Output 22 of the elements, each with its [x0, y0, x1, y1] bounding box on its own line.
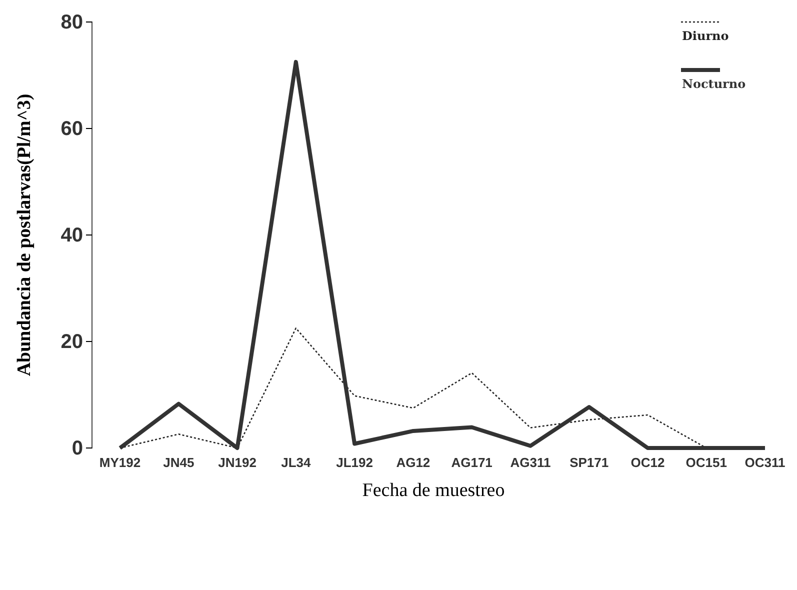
y-axis-title: Abundancia de postlarvas(Pl/m^3) [14, 94, 35, 376]
legend-label: Diurno [682, 29, 729, 43]
x-tick-label: OC151 [686, 455, 727, 470]
y-tick-label: 0 [72, 437, 83, 460]
x-tick-label: OC12 [630, 455, 665, 470]
x-tick-label: OC311 [744, 455, 786, 470]
y-tick-label: 40 [60, 224, 83, 246]
x-tick-label: AG311 [510, 455, 551, 470]
y-tick-label: 80 [60, 11, 83, 34]
y-tick-label: 60 [60, 118, 83, 140]
y-tick-label: 20 [60, 330, 83, 353]
x-tick-label: JN192 [218, 455, 256, 470]
x-tick-label: SP171 [570, 455, 609, 470]
legend-label: Nocturno [682, 77, 746, 91]
x-tick-label: JN45 [163, 455, 194, 470]
line-series [118, 60, 767, 450]
x-axis-title: Fecha de muestreo [362, 480, 505, 501]
x-tick-label: JL192 [336, 455, 373, 470]
x-tick-label: AG171 [451, 455, 492, 470]
x-tick-label: MY192 [99, 455, 141, 470]
x-tick-label: AG12 [396, 455, 430, 470]
x-tick-label: JL34 [281, 455, 312, 470]
